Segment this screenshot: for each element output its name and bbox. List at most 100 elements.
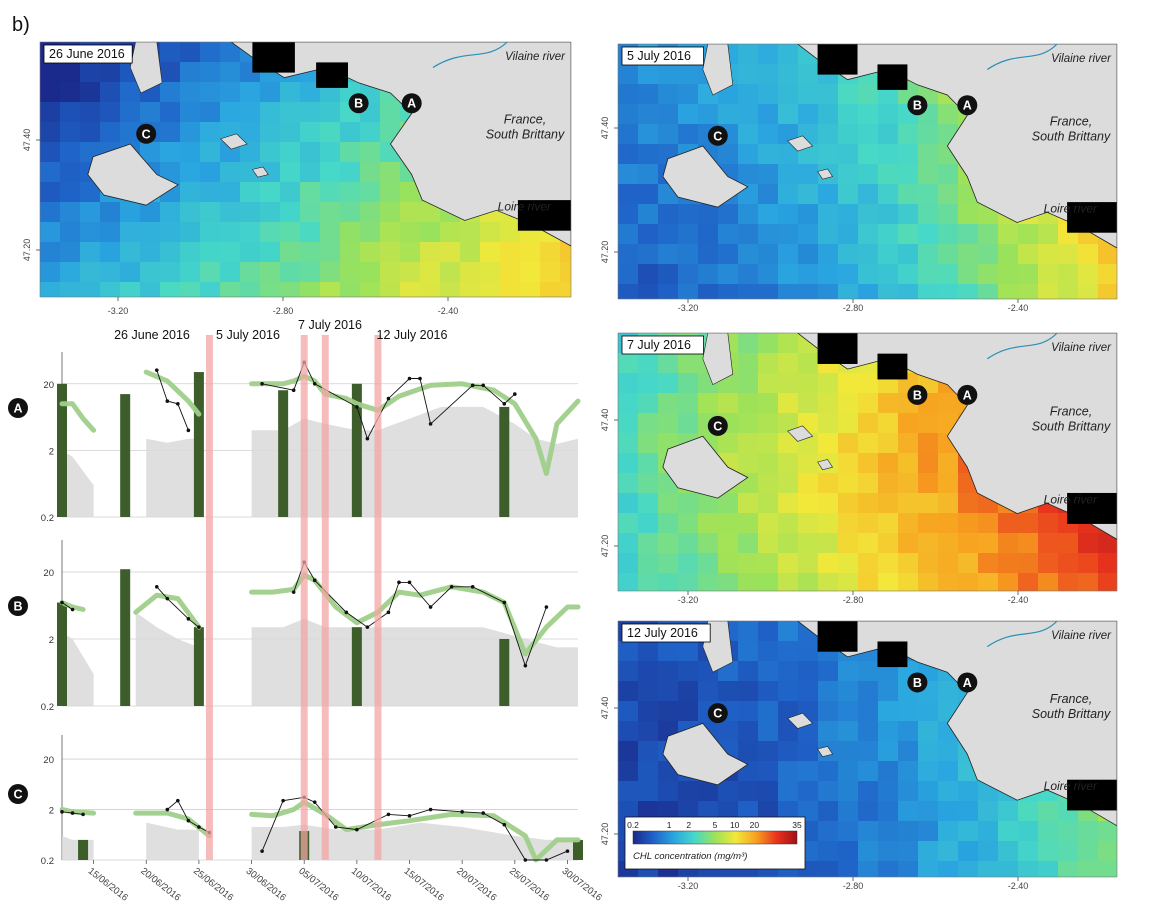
- map-x-tick-label: -2.40: [1008, 881, 1029, 891]
- map-cell: [180, 102, 201, 123]
- map-cell: [658, 284, 679, 299]
- map-cell: [658, 701, 679, 722]
- map-cell: [638, 721, 659, 742]
- map-cell: [80, 82, 101, 103]
- map-cell: [938, 801, 959, 822]
- station-marker-label: A: [407, 97, 416, 111]
- map-cell: [718, 513, 739, 534]
- map-cell: [420, 262, 441, 283]
- station-marker-label: A: [963, 388, 972, 402]
- map-cell: [958, 224, 979, 245]
- map-cell: [260, 162, 281, 183]
- map-cell: [180, 222, 201, 243]
- map-cell: [40, 202, 61, 223]
- map-cell: [698, 781, 719, 802]
- map-cell: [898, 164, 919, 185]
- map-cell: [240, 262, 261, 283]
- map-y-tick-label: 47.40: [22, 129, 32, 152]
- map-cell: [958, 493, 979, 514]
- map-cell: [80, 122, 101, 143]
- observation-point: [60, 600, 64, 605]
- map-cell: [858, 741, 879, 762]
- map-cell: [838, 533, 859, 554]
- map-cell: [280, 202, 301, 223]
- map-cell: [758, 184, 779, 205]
- map-cell: [220, 42, 241, 63]
- south-brittany-label: South Brittany: [1032, 130, 1111, 144]
- map-cell: [718, 264, 739, 285]
- map-cell: [200, 202, 221, 223]
- map-cell: [978, 513, 999, 534]
- map-cell: [220, 102, 241, 123]
- map-cell: [260, 222, 281, 243]
- map-cell: [958, 513, 979, 534]
- map-y-tick-label: 47.40: [600, 117, 610, 140]
- map-cell: [300, 222, 321, 243]
- map-cell: [798, 64, 819, 85]
- map-cell: [898, 801, 919, 822]
- map-cell: [160, 242, 181, 263]
- map-cell: [40, 242, 61, 263]
- map-cell: [838, 393, 859, 414]
- x-tick-label: 10/07/2016: [349, 866, 393, 904]
- map-cell: [698, 801, 719, 822]
- map-cell: [638, 661, 659, 682]
- map-cell: [658, 573, 679, 591]
- map-y-tick-label: 47.40: [600, 409, 610, 432]
- map-cell: [778, 84, 799, 105]
- map-cell: [420, 222, 441, 243]
- map-date-box: [43, 44, 133, 64]
- map-cell: [280, 142, 301, 163]
- bar: [351, 627, 362, 706]
- map-cell: [220, 222, 241, 243]
- map-cell: [220, 62, 241, 83]
- map-cell: [858, 473, 879, 494]
- x-axis: 15/06/2016 20/06/2016 25/06/2016 30/06/2016…: [86, 860, 604, 904]
- map-cell: [798, 393, 819, 414]
- map-cell: [380, 242, 401, 263]
- event-band: [374, 335, 382, 860]
- map-x-tick-label: -3.20: [678, 595, 699, 605]
- map-cell: [758, 781, 779, 802]
- map-cell: [380, 102, 401, 123]
- map-cell: [878, 473, 899, 494]
- map-cell: [918, 781, 939, 802]
- map-cell: [340, 122, 361, 143]
- observation-point: [418, 376, 422, 381]
- map-cell: [878, 553, 899, 574]
- map-cell: [858, 244, 879, 265]
- map-cell: [918, 721, 939, 742]
- map-cell: [120, 222, 141, 243]
- map-cell: [978, 553, 999, 574]
- map-cell: [1038, 821, 1059, 842]
- station-label: C: [13, 788, 22, 802]
- map-cell: [818, 493, 839, 514]
- map-cell: [638, 184, 659, 205]
- observation-point: [165, 399, 170, 403]
- map-cell: [678, 493, 699, 514]
- map-cell: [618, 64, 639, 85]
- event-date-label: 7 July 2016: [298, 318, 362, 332]
- map-cell: [978, 244, 999, 265]
- map-cell: [40, 122, 61, 143]
- small-island: [817, 459, 834, 471]
- observation-point: [513, 392, 517, 396]
- map-cell: [1038, 573, 1059, 591]
- map-cell: [658, 661, 679, 682]
- map-cell: [858, 284, 879, 299]
- x-tick-label: 15/07/2016: [402, 866, 446, 904]
- map-cell: [698, 264, 719, 285]
- mask-cell: [252, 42, 295, 73]
- map-cell: [898, 841, 919, 862]
- map-cell: [220, 162, 241, 183]
- map-cell: [120, 262, 141, 283]
- map-cell: [898, 761, 919, 782]
- map-cell: [818, 413, 839, 434]
- small-island: [817, 168, 834, 180]
- map-cell: [738, 553, 759, 574]
- station-marker: [907, 384, 928, 405]
- map-cell: [180, 162, 201, 183]
- map-cell: [320, 182, 341, 203]
- map-cell: [818, 761, 839, 782]
- map-cell: [300, 282, 321, 297]
